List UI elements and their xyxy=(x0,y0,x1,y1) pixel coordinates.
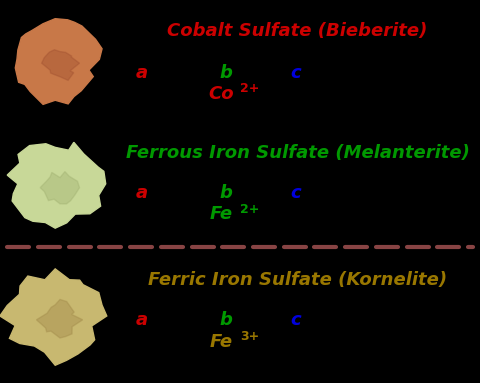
Polygon shape xyxy=(7,142,106,228)
Text: a: a xyxy=(135,64,148,82)
Text: b: b xyxy=(219,311,232,329)
Text: b: b xyxy=(219,64,232,82)
Text: Ferric Iron Sulfate (Kornelite): Ferric Iron Sulfate (Kornelite) xyxy=(148,272,447,289)
Text: Fe: Fe xyxy=(209,206,232,223)
Text: 2+: 2+ xyxy=(240,82,259,95)
Text: Fe: Fe xyxy=(209,333,232,350)
Text: b: b xyxy=(219,185,232,202)
Text: 3+: 3+ xyxy=(240,330,259,343)
Polygon shape xyxy=(42,50,80,80)
Text: 2+: 2+ xyxy=(240,203,259,216)
Text: Co: Co xyxy=(208,85,234,103)
Polygon shape xyxy=(36,300,83,338)
Text: a: a xyxy=(135,311,148,329)
Polygon shape xyxy=(0,269,107,365)
Text: Ferrous Iron Sulfate (Melanterite): Ferrous Iron Sulfate (Melanterite) xyxy=(126,144,469,162)
Polygon shape xyxy=(15,19,102,105)
Text: c: c xyxy=(290,185,300,202)
Polygon shape xyxy=(40,172,80,204)
Text: c: c xyxy=(290,64,300,82)
Text: Cobalt Sulfate (Bieberite): Cobalt Sulfate (Bieberite) xyxy=(168,22,428,39)
Text: c: c xyxy=(290,311,300,329)
Text: a: a xyxy=(135,185,148,202)
